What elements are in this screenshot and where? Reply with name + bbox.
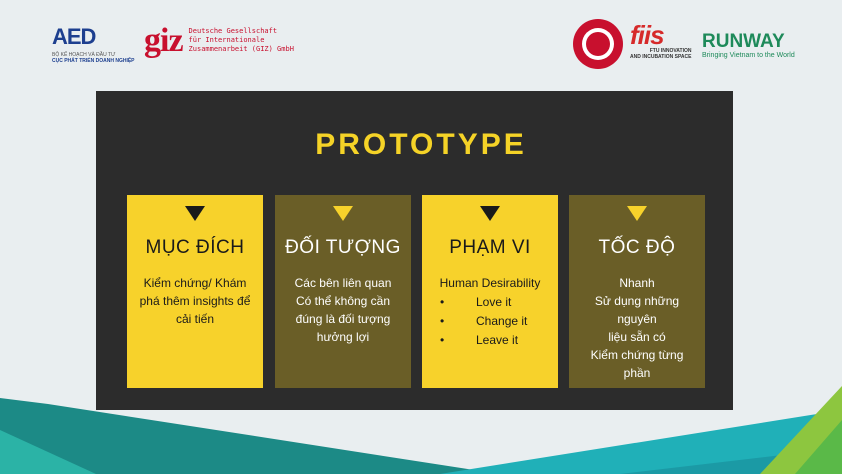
ftu-seal-icon [573,19,623,69]
card-body: Kiểm chứng/ Khám phá thêm insights để cả… [139,276,251,326]
card-body: Nhanh Sử dụng những nguyên liệu sẵn có K… [590,276,684,380]
aed-logo: AED BỘ KẾ HOẠCH VÀ ĐẦU TƯ CỤC PHÁT TRIỂN… [52,24,135,64]
aed-agency-text: CỤC PHÁT TRIỂN DOANH NGHIỆP [52,58,135,64]
runway-mark: RUNWAY [702,31,785,52]
card-pham-vi: PHẠM VI Human Desirability • Love it • Cha… [422,195,558,388]
card-body: Các bên liên quan Có thể không cần đúng … [294,276,392,344]
triangle-down-icon [627,206,647,221]
card-heading: TỐC ĐỘ [598,237,676,258]
card-heading: PHẠM VI [449,237,531,258]
card-muc-dich: MỤC ĐÍCH Kiểm chứng/ Khám phá thêm insig… [127,195,263,388]
runway-tagline: Bringing Vietnam to the World [702,52,795,59]
card-heading: MỤC ĐÍCH [145,237,245,258]
aed-mark: AED [52,24,96,49]
triangle-down-icon [185,206,205,221]
card-body-intro: Human Desirability [439,276,541,290]
logo-bar: AED BỘ KẾ HOẠCH VÀ ĐẦU TƯ CỤC PHÁT TRIỂN… [0,0,842,90]
fiis-subtitle: FTU INNOVATION AND INCUBATION SPACE [630,48,692,60]
card-doi-tuong: ĐỐI TƯỢNG Các bên liên quan Có thể không… [275,195,411,388]
fiis-mark: fiis [630,20,665,50]
aed-ministry-text: BỘ KẾ HOẠCH VÀ ĐẦU TƯ [52,52,116,58]
triangle-down-icon [333,206,353,221]
runway-logo: RUNWAY Bringing Vietnam to the World [702,31,795,60]
bullet-item: • Love it [440,295,512,309]
giz-logo: giz Deutsche Gesellschaft für Internatio… [144,22,294,59]
card-toc-do: TỐC ĐỘ Nhanh Sử dụng những nguyên liệu s… [569,195,705,388]
triangle-down-icon [480,206,500,221]
bullet-item: • Leave it [440,333,519,347]
fiis-logo: fiis FTU INNOVATION AND INCUBATION SPACE [630,22,691,60]
card-heading: ĐỐI TƯỢNG [285,237,401,258]
giz-text: Deutsche Gesellschaft für Internationale… [188,27,294,53]
slide-title: PROTOTYPE [315,128,527,161]
bullet-item: • Change it [440,314,528,328]
giz-mark: giz [144,22,184,59]
